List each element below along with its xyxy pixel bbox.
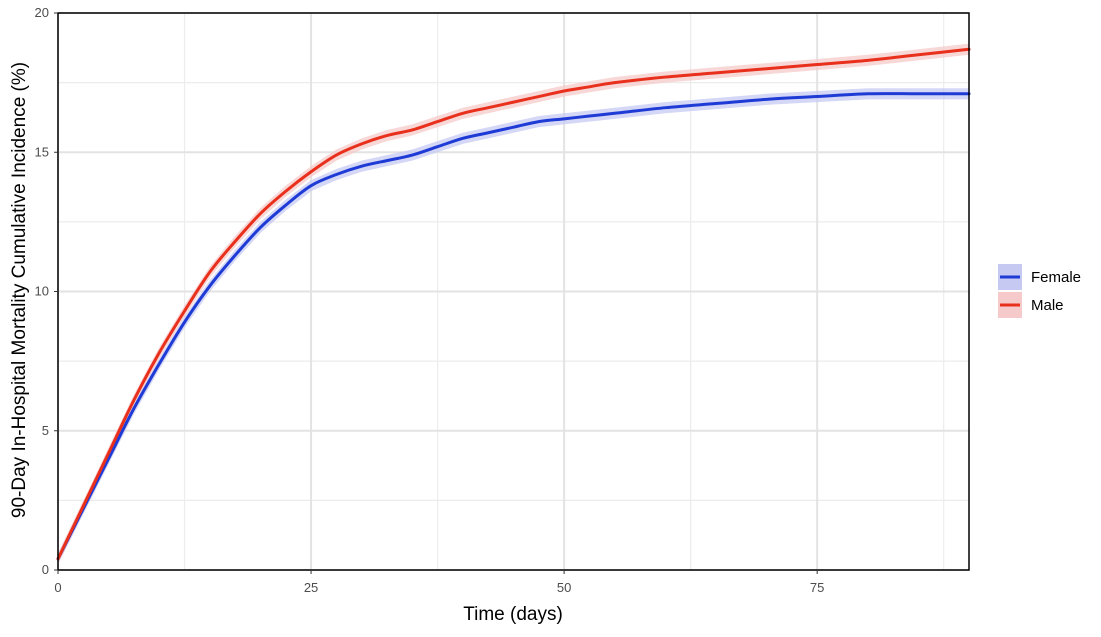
y-tick-label: 15: [35, 144, 49, 159]
axis-ticks: [54, 12, 818, 574]
confidence-band-female: [58, 88, 969, 565]
y-tick-label: 5: [42, 423, 49, 438]
series-line-male: [56, 47, 971, 561]
legend-label-female: Female: [1031, 269, 1081, 286]
x-tick-label: 75: [810, 580, 824, 595]
x-tick-label: 50: [557, 580, 571, 595]
legend: Female Male: [998, 264, 1081, 318]
legend-item-female: Female: [998, 264, 1081, 290]
y-tick-label: 20: [35, 5, 49, 20]
axis-tick-labels: 0 25 50 75 0 5 10 15 20: [35, 5, 825, 595]
x-tick-label: 25: [304, 580, 318, 595]
x-tick-label: 0: [54, 580, 61, 595]
legend-item-male: Male: [998, 292, 1064, 318]
x-axis-title: Time (days): [463, 604, 563, 625]
series-lines: [56, 47, 971, 561]
series-line-female: [56, 92, 971, 561]
confidence-bands: [58, 43, 969, 565]
y-tick-label: 10: [35, 284, 49, 299]
legend-label-male: Male: [1031, 297, 1064, 314]
y-axis-title: 90-Day In-Hospital Mortality Cumulative …: [9, 62, 30, 518]
y-tick-label: 0: [42, 562, 49, 577]
